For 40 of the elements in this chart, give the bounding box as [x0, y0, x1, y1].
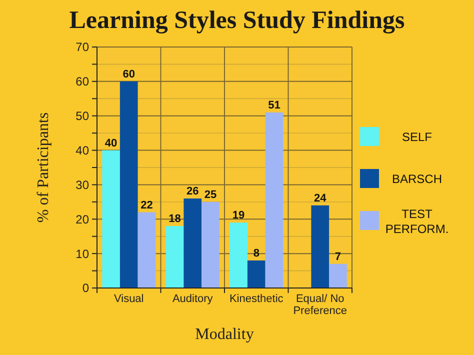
x-tick-label: Visual — [114, 293, 144, 305]
x-tick-label: Kinesthetic — [229, 293, 284, 305]
bar — [138, 212, 156, 288]
x-axis-title: Modality — [195, 326, 254, 343]
data-label: 7 — [334, 250, 342, 263]
y-tick-label: 10 — [76, 246, 90, 261]
data-label: 22 — [140, 199, 153, 212]
chart-title: Learning Styles Study Findings — [69, 7, 406, 34]
y-tick-label: 50 — [76, 109, 90, 124]
y-tick-label: 60 — [76, 74, 90, 89]
bar — [184, 198, 202, 288]
bar — [230, 222, 248, 288]
bar — [247, 260, 266, 288]
bar — [120, 81, 138, 288]
data-label: 60 — [122, 68, 135, 80]
bar — [202, 202, 220, 288]
y-tick-label: 20 — [76, 212, 90, 226]
legend-label: TEST PERFORM. — [385, 207, 449, 236]
y-tick-label: 70 — [76, 40, 90, 54]
bar — [311, 205, 330, 288]
y-tick-label: 30 — [76, 178, 90, 192]
data-label: 25 — [204, 188, 217, 201]
data-label: 18 — [168, 213, 181, 226]
bar — [329, 264, 347, 288]
data-label: 26 — [186, 185, 199, 198]
legend-label: SELF — [402, 130, 432, 144]
y-axis-title: % of Participants — [35, 112, 52, 223]
data-label: 8 — [253, 247, 260, 260]
bar — [265, 112, 284, 288]
y-tick-label: 40 — [76, 143, 90, 158]
x-tick-label: Auditory — [172, 293, 214, 305]
data-label: 24 — [314, 192, 328, 204]
data-label: 19 — [232, 210, 245, 222]
legend-label: BARSCH — [392, 172, 442, 186]
bar — [102, 150, 120, 288]
bar — [166, 226, 184, 288]
y-tick-label: 0 — [82, 281, 90, 296]
data-label: 40 — [104, 137, 118, 150]
x-tick-label: Equal/ No Preference — [293, 293, 348, 317]
data-label: 51 — [268, 99, 280, 112]
